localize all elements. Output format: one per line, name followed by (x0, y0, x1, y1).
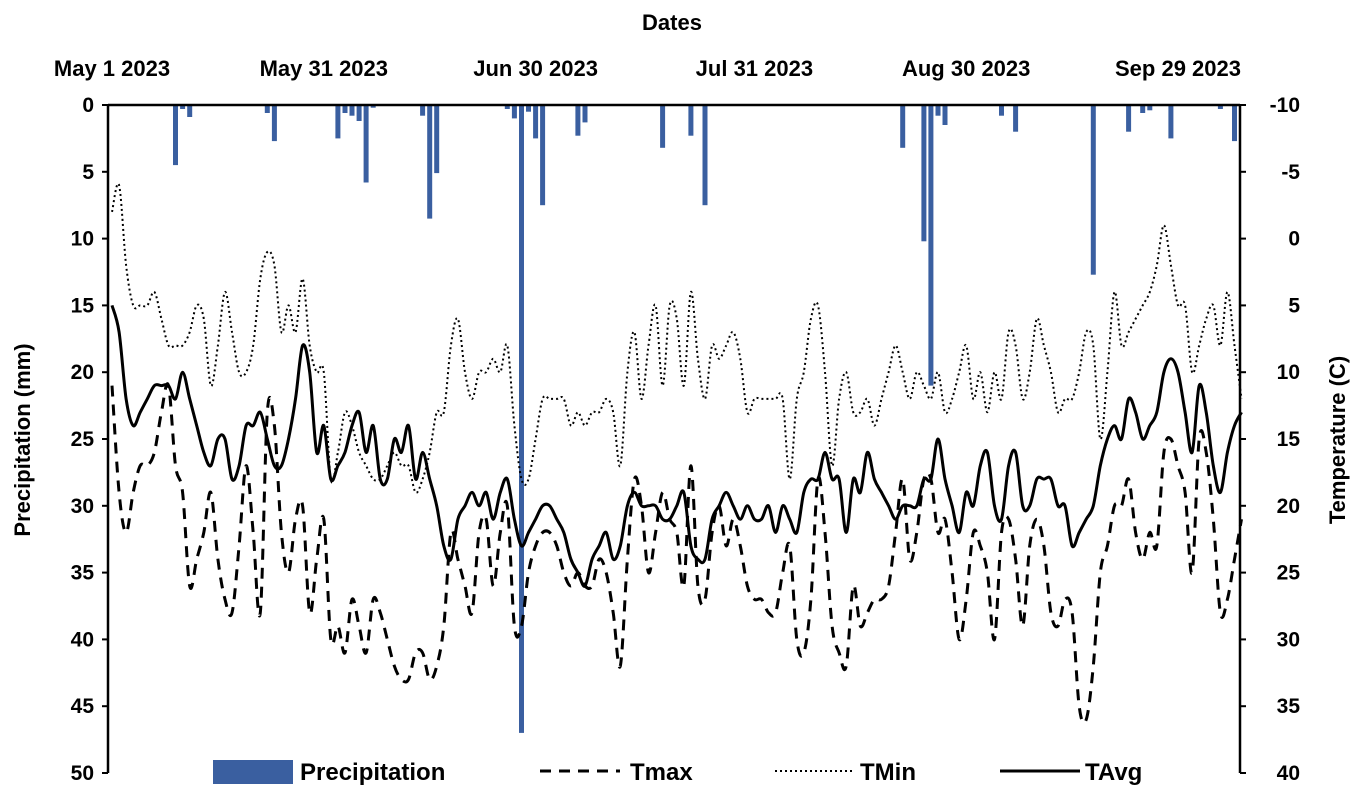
right-tick-label: -10 (1270, 94, 1300, 117)
precipitation-bar (900, 105, 906, 148)
precipitation-bars (173, 105, 1237, 733)
legend-label: TAvg (1085, 759, 1142, 786)
precipitation-bar (1217, 105, 1223, 109)
precipitation-bar (342, 105, 348, 113)
date-label: Aug 30 2023 (902, 56, 1030, 81)
legend-label: TMin (860, 759, 916, 786)
precipitation-bar (370, 105, 376, 108)
precipitation-bar (420, 105, 426, 116)
right-tick-label: 15 (1277, 428, 1301, 451)
precipitation-bar (928, 105, 934, 386)
series-line-tmax (110, 382, 1243, 725)
precipitation-bar (526, 105, 531, 112)
precipitation-bar (356, 105, 362, 121)
axes (106, 103, 1242, 773)
precipitation-bar (582, 105, 588, 123)
precipitation-bar (511, 105, 517, 119)
series-line-tavg (110, 304, 1243, 588)
precipitation-bar (271, 105, 277, 142)
left-tick-label: 30 (71, 495, 94, 518)
precipitation-bar (540, 105, 546, 206)
right-tick-label: 10 (1277, 361, 1300, 384)
right-tick-label: 30 (1277, 628, 1300, 651)
precipitation-bar (335, 105, 341, 139)
precipitation-bar (1126, 105, 1132, 132)
left-tick-label: 0 (82, 94, 94, 117)
right-axis-ticks: -10 -5 0 5 10 15 20 25 30 35 40 (1240, 94, 1300, 785)
precipitation-bar (504, 105, 510, 109)
precipitation-bar (575, 105, 581, 136)
precipitation-bar (702, 105, 708, 206)
temperature-lines (110, 182, 1243, 725)
precipitation-bar (427, 105, 433, 219)
right-tick-label: 25 (1277, 562, 1301, 585)
precipitation-bar (533, 105, 539, 139)
precipitation-bar (363, 105, 369, 183)
left-tick-label: 15 (71, 294, 95, 317)
left-tick-label: 10 (71, 228, 94, 251)
precipitation-bar (935, 105, 941, 116)
legend-entry-tmin: TMin (775, 759, 916, 786)
date-label: May 31 2023 (260, 56, 388, 81)
date-label: Jun 30 2023 (473, 56, 598, 81)
legend-swatch (213, 760, 293, 784)
left-tick-label: 40 (71, 628, 94, 651)
precipitation-bar (688, 105, 694, 136)
legend-label: Tmax (630, 759, 693, 786)
right-tick-label: 40 (1277, 762, 1300, 785)
precipitation-bar (187, 105, 193, 117)
precipitation-bar (660, 105, 666, 148)
series-line-tmin (111, 182, 1243, 494)
left-tick-label: 20 (71, 361, 94, 384)
left-tick-label: 35 (71, 562, 95, 585)
precipitation-bar (173, 105, 178, 166)
right-axis-title: Temperature (C) (1325, 356, 1350, 524)
precipitation-bar (1013, 105, 1019, 132)
right-tick-label: 35 (1277, 695, 1301, 718)
legend-entry-tavg: TAvg (1000, 759, 1142, 786)
precipitation-bar (264, 105, 270, 113)
precipitation-bar (1232, 105, 1237, 142)
precipitation-bar (1140, 105, 1146, 113)
right-tick-label: 0 (1288, 228, 1300, 251)
precipitation-bar (349, 105, 355, 116)
right-tick-label: 5 (1288, 294, 1300, 317)
date-label: May 1 2023 (54, 56, 170, 81)
legend-entry-tmax: Tmax (540, 759, 693, 786)
date-labels: May 1 2023 May 31 2023 Jun 30 2023 Jul 31 2… (54, 56, 1241, 81)
precipitation-bar (180, 105, 186, 109)
precipitation-bar (942, 105, 948, 125)
date-label: Sep 29 2023 (1115, 56, 1241, 81)
legend-entry-precipitation: Precipitation (213, 759, 445, 786)
left-axis-ticks: 0 5 10 15 20 25 30 35 40 45 50 (71, 94, 108, 785)
precipitation-bar (1147, 105, 1153, 111)
precipitation-bar (999, 105, 1004, 116)
date-label: Jul 31 2023 (696, 56, 813, 81)
legend: Precipitation Tmax TMin TAvg (213, 759, 1142, 786)
left-tick-label: 5 (82, 161, 94, 184)
right-tick-label: -5 (1281, 161, 1300, 184)
left-tick-label: 25 (71, 428, 95, 451)
left-tick-label: 50 (71, 762, 94, 785)
precipitation-bar (434, 105, 440, 174)
precipitation-bar (1090, 105, 1096, 275)
precipitation-bar (519, 105, 524, 733)
x-axis-title: Dates (642, 10, 702, 35)
legend-label: Precipitation (300, 759, 445, 786)
left-tick-label: 45 (71, 695, 95, 718)
left-axis-title: Precipitation (mm) (10, 343, 35, 536)
right-tick-label: 20 (1277, 495, 1300, 518)
precipitation-bar (1168, 105, 1174, 139)
precipitation-bar (921, 105, 927, 242)
